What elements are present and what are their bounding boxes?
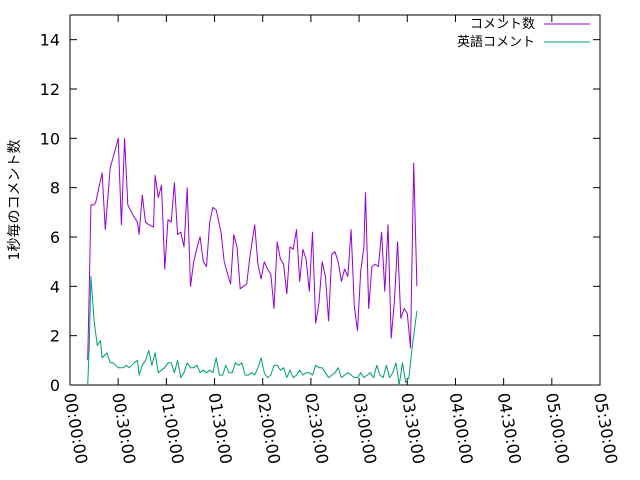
y-tick-label: 6: [50, 228, 60, 247]
y-tick-label: 8: [50, 179, 60, 198]
x-tick-label: 04:30:00: [494, 391, 525, 465]
x-tick-label: 02:00:00: [253, 391, 284, 465]
x-tick-label: 03:00:00: [349, 391, 380, 465]
y-axis-ticks: 0 2 4 6 8 10 12 14: [40, 31, 600, 395]
legend-label-1: 英語コメント: [457, 34, 535, 50]
x-tick-label: 00:00:00: [60, 391, 91, 465]
x-tick-label: 03:30:00: [397, 391, 428, 465]
y-tick-label: 2: [50, 327, 60, 346]
legend-label-0: コメント数: [470, 17, 535, 32]
series-line-1: [87, 276, 418, 386]
y-tick-label: 0: [50, 376, 60, 395]
x-tick-label: 02:30:00: [301, 391, 332, 465]
plot-frame: [69, 14, 601, 386]
series-line-0: [87, 137, 418, 361]
y-tick-label: 4: [50, 277, 60, 296]
y-tick-label: 12: [40, 80, 60, 99]
x-tick-label: 04:00:00: [446, 391, 477, 465]
series-layer: [87, 137, 418, 386]
y-axis-label: 1秒毎のコメント数: [7, 140, 23, 261]
x-tick-label: 01:30:00: [205, 391, 236, 465]
x-tick-label: 00:30:00: [108, 391, 139, 465]
x-tick-label: 05:30:00: [590, 391, 621, 465]
x-axis-ticks: 00:00:00 00:30:00 01:00:00 01:30:00 02:00:00…: [60, 15, 621, 465]
y-tick-label: 14: [40, 31, 60, 50]
y-tick-label: 10: [40, 129, 60, 148]
x-tick-label: 01:00:00: [156, 391, 187, 465]
x-tick-label: 05:00:00: [542, 391, 573, 465]
